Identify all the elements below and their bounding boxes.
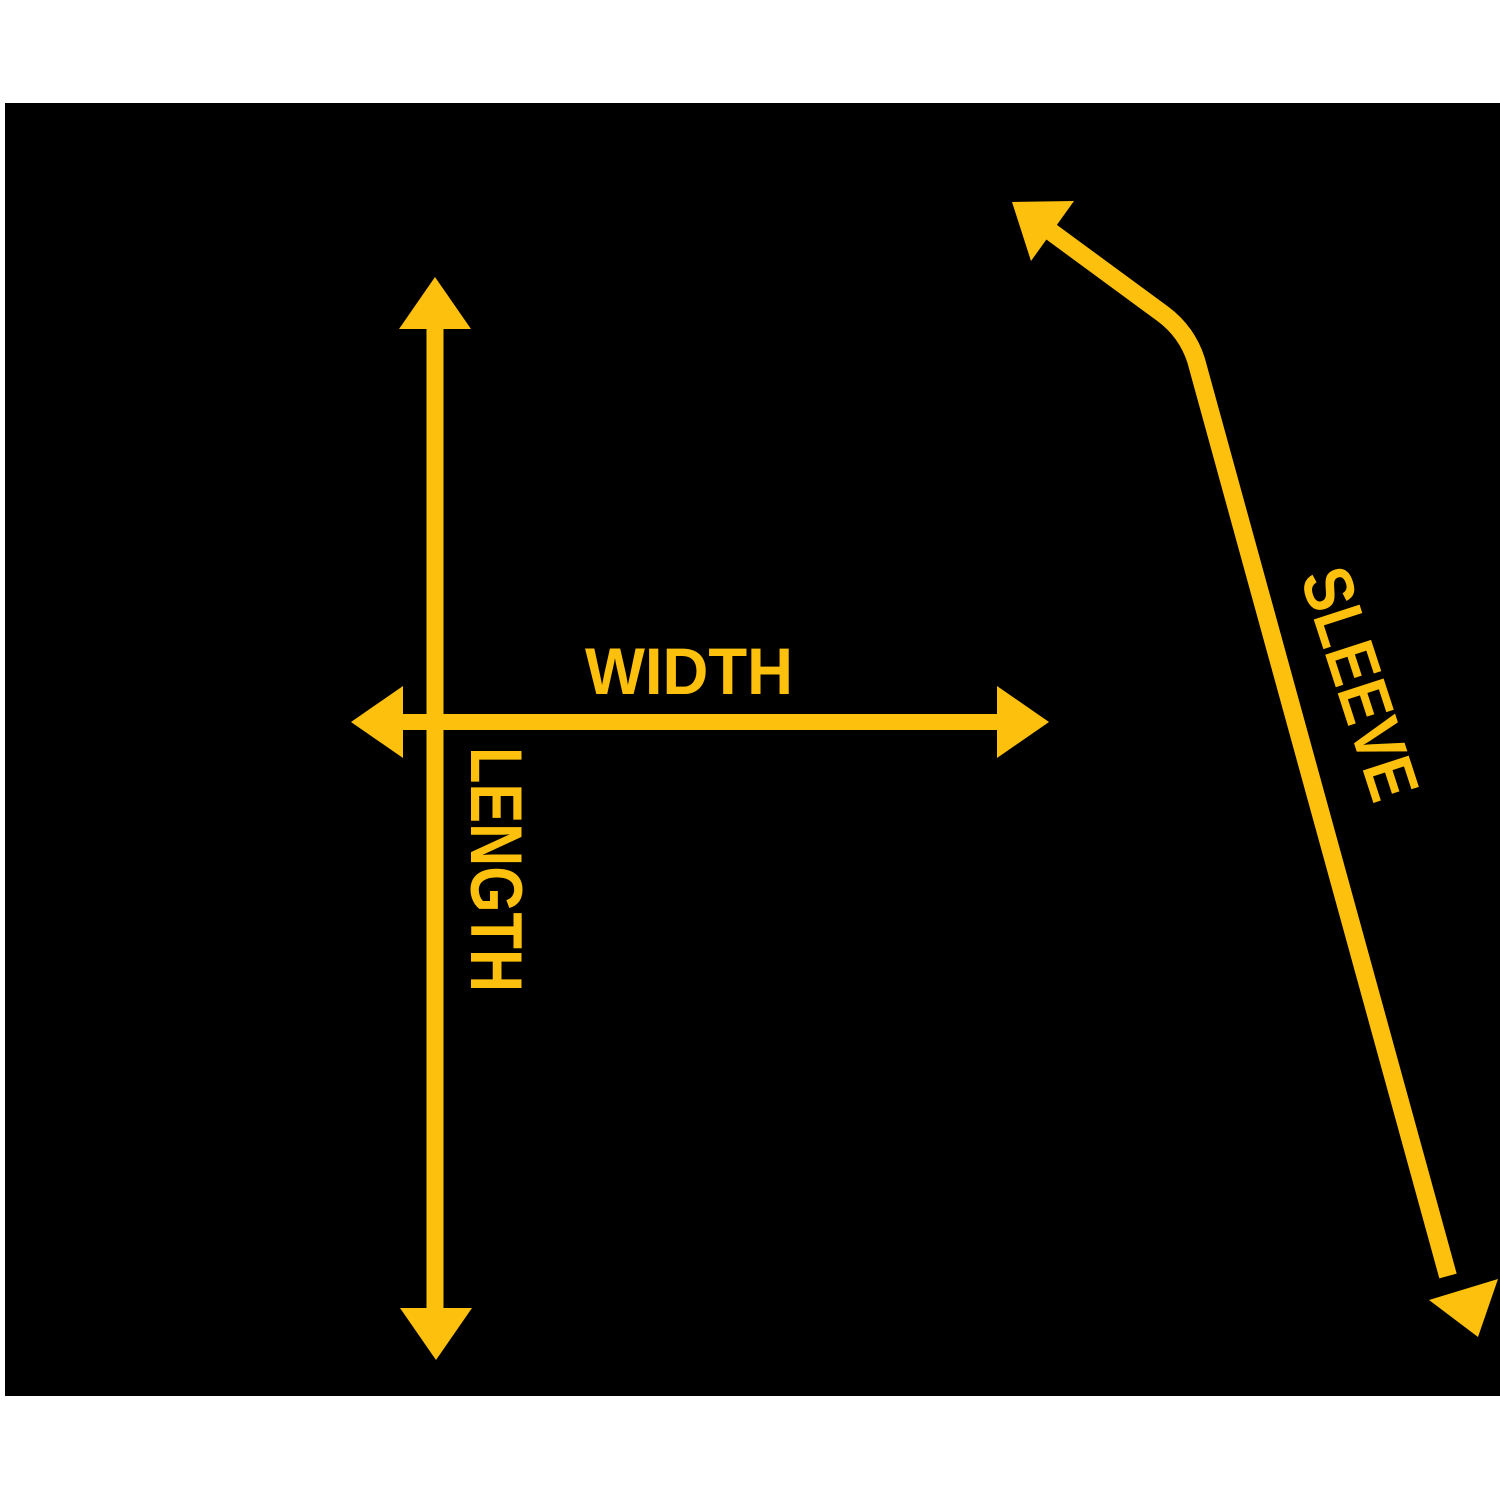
width-arrow <box>351 686 1049 758</box>
sleeve-arrow-head-down-icon <box>1429 1279 1498 1337</box>
length-arrow <box>399 277 472 1360</box>
sleeve-arrow-head-up-icon <box>1012 201 1074 261</box>
width-arrow-head-left-icon <box>351 686 403 758</box>
length-label: LENGTH <box>455 747 536 992</box>
sleeve-arrow <box>1012 201 1498 1337</box>
width-arrow-head-right-icon <box>997 686 1049 758</box>
length-arrow-head-down-icon <box>400 1308 472 1360</box>
diagram-panel <box>5 103 1500 1396</box>
length-arrow-head-up-icon <box>399 277 471 329</box>
sleeve-arrow-shaft <box>1044 223 1457 1279</box>
width-label: WIDTH <box>585 634 793 708</box>
